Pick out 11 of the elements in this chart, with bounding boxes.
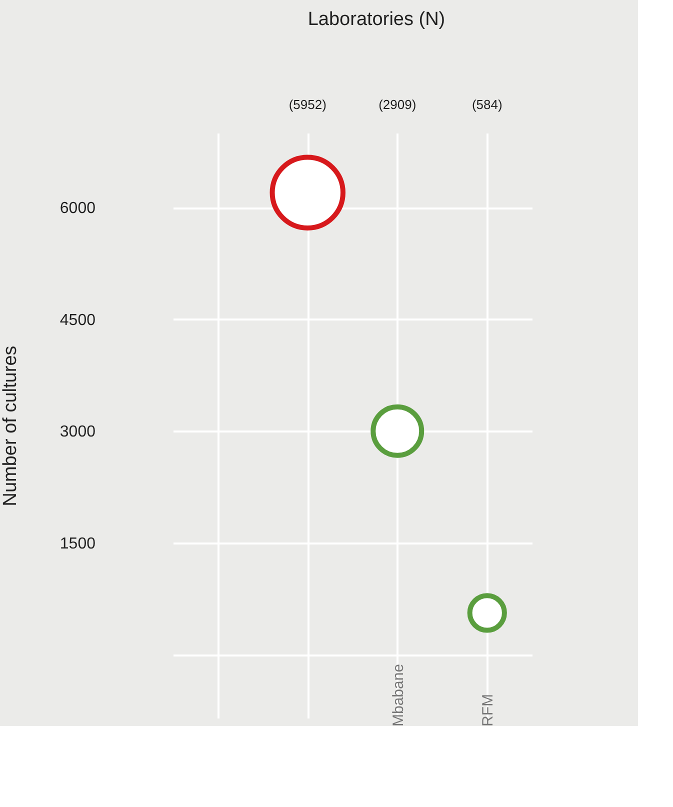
- chart-title: Laboratories (N): [308, 9, 446, 30]
- y-tick-label: 1500: [60, 535, 96, 552]
- text: (2909): [378, 97, 416, 112]
- y-tick-label: 3000: [60, 424, 96, 441]
- text: (584): [472, 97, 502, 112]
- text: (5952): [288, 97, 326, 112]
- y-tick-label: 6000: [60, 200, 96, 218]
- x-tick-label: RFM: [480, 694, 497, 726]
- x-tick-label: Mbabane: [390, 664, 407, 726]
- y-tick-label: 4500: [60, 312, 96, 329]
- y-axis-title: Number of cultures: [0, 346, 21, 506]
